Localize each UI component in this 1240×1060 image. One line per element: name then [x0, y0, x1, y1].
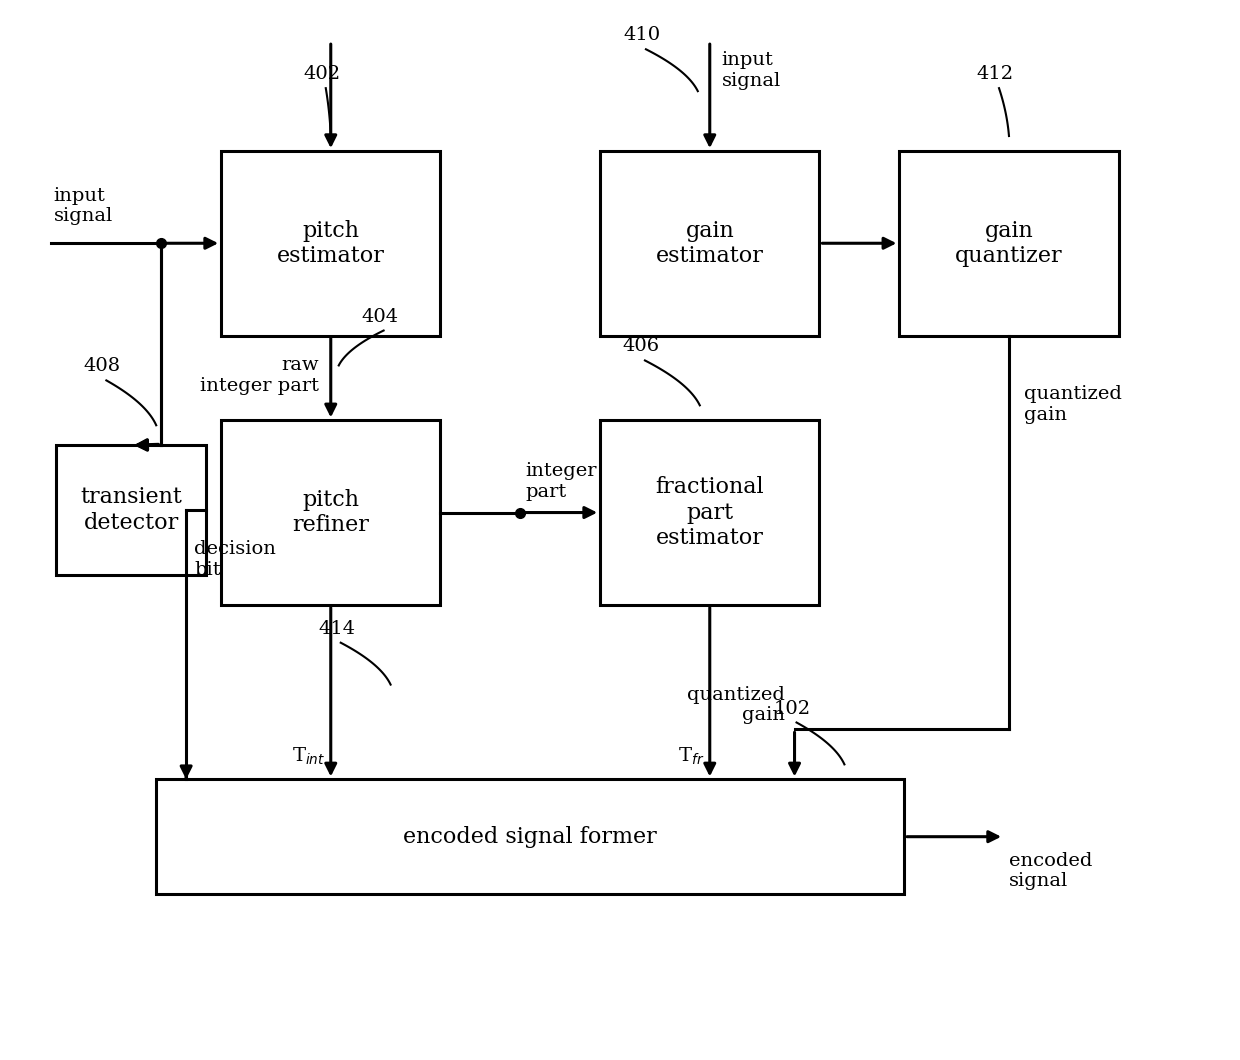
Text: quantized
gain: quantized gain: [1024, 386, 1122, 424]
Text: 402: 402: [304, 65, 340, 83]
Text: 414: 414: [319, 620, 356, 638]
Bar: [600, 420, 820, 605]
Text: gain
quantizer: gain quantizer: [955, 219, 1063, 267]
Text: gain
estimator: gain estimator: [656, 219, 764, 267]
Text: T$_{int}$: T$_{int}$: [293, 746, 326, 767]
Text: pitch
refiner: pitch refiner: [293, 489, 370, 536]
Text: 404: 404: [361, 307, 398, 325]
Text: input
signal: input signal: [722, 51, 781, 90]
Text: pitch
estimator: pitch estimator: [277, 219, 384, 267]
Bar: [57, 445, 206, 575]
Text: 102: 102: [774, 700, 811, 718]
Text: 408: 408: [84, 357, 122, 375]
Bar: [899, 151, 1118, 336]
Bar: [600, 151, 820, 336]
Bar: [156, 779, 904, 894]
Text: 412: 412: [976, 65, 1013, 83]
Text: integer
part: integer part: [526, 462, 596, 500]
Text: fractional
part
estimator: fractional part estimator: [656, 476, 764, 549]
Text: transient
detector: transient detector: [81, 487, 182, 534]
Text: input
signal: input signal: [53, 187, 113, 226]
Text: encoded
signal: encoded signal: [1009, 851, 1092, 890]
Bar: [221, 420, 440, 605]
Text: T$_{fr}$: T$_{fr}$: [678, 746, 704, 767]
Bar: [221, 151, 440, 336]
Text: 406: 406: [622, 337, 660, 355]
Text: decision
bit: decision bit: [195, 540, 277, 579]
Text: 410: 410: [624, 26, 661, 45]
Text: raw
integer part: raw integer part: [200, 356, 319, 394]
Text: quantized
gain: quantized gain: [687, 686, 785, 724]
Text: encoded signal former: encoded signal former: [403, 826, 657, 848]
